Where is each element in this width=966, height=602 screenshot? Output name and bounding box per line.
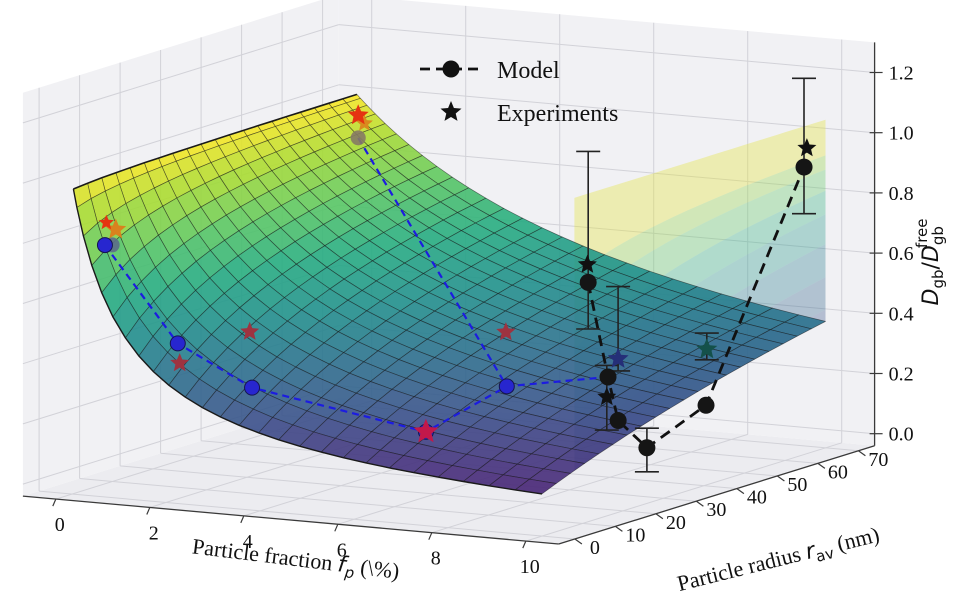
x-tick-label: 4: [243, 531, 253, 553]
model-points-black: [579, 158, 813, 457]
y-tick-label: 0: [590, 537, 600, 559]
experiment-star-marker: [170, 353, 190, 372]
model-line-blue: [104, 137, 609, 433]
y-tick-label: 50: [787, 474, 807, 496]
legend-experiments-marker: [440, 101, 462, 121]
experiment-star-marker: [413, 418, 439, 443]
y-tick-label: 10: [625, 524, 645, 546]
z-axis-label: Dgb/Dgbfree: [913, 219, 947, 306]
axis-spines-ticks: 0 2 4 6 8 10 0 10 20 30 40 50 60 700.0 0.2 0.4 0.6 0.8 1.0…: [22, 42, 914, 578]
experiment-star-marker: [597, 387, 617, 406]
experiment-star-marker: [496, 322, 516, 341]
x-tick-label: 0: [55, 514, 65, 536]
legend-label-experiments: Experiments: [497, 101, 618, 127]
z-tick-label: 1.2: [889, 63, 914, 85]
experiment-star-marker: [607, 347, 629, 368]
experiment-star-marker: [797, 138, 817, 157]
experiment-star-marker: [98, 214, 114, 230]
x-axis-label: Particle fraction fp (\%): [190, 533, 400, 587]
experiment-star-marker: [347, 104, 369, 125]
y-tick-label: 20: [666, 512, 686, 534]
x-tick-label: 6: [337, 539, 347, 561]
surface-mesh: [72, 93, 826, 495]
legend-label-model: Model: [497, 58, 560, 84]
y-tick-label: 30: [706, 499, 726, 521]
legend-model-marker: [442, 60, 460, 78]
legend: Model Experiments: [420, 58, 618, 127]
z-tick-label: 0.8: [889, 183, 914, 205]
experiment-stars: [98, 104, 817, 443]
y-tick-label: 40: [747, 487, 767, 509]
experiment-star-marker: [105, 218, 127, 239]
y-tick-label: 60: [828, 461, 848, 483]
x-tick-label: 10: [520, 556, 540, 578]
experiment-star-marker: [577, 254, 597, 273]
z-tick-label: 0.6: [889, 243, 914, 265]
experiment-star-marker: [240, 321, 260, 340]
z-tick-label: 0.0: [889, 424, 914, 446]
z-tick-label: 1.0: [889, 123, 914, 145]
x-tick-label: 8: [431, 548, 441, 570]
x-tick-label: 2: [149, 522, 159, 544]
z-tick-label: 0.2: [889, 364, 914, 386]
experiment-star-marker: [696, 338, 718, 359]
model-line-black: [586, 166, 806, 450]
experiment-star-marker: [355, 114, 373, 131]
z-tick-label: 0.4: [889, 303, 914, 325]
y-axis-label: Particle radius rav (nm): [675, 522, 883, 600]
y-tick-label: 70: [868, 449, 888, 471]
